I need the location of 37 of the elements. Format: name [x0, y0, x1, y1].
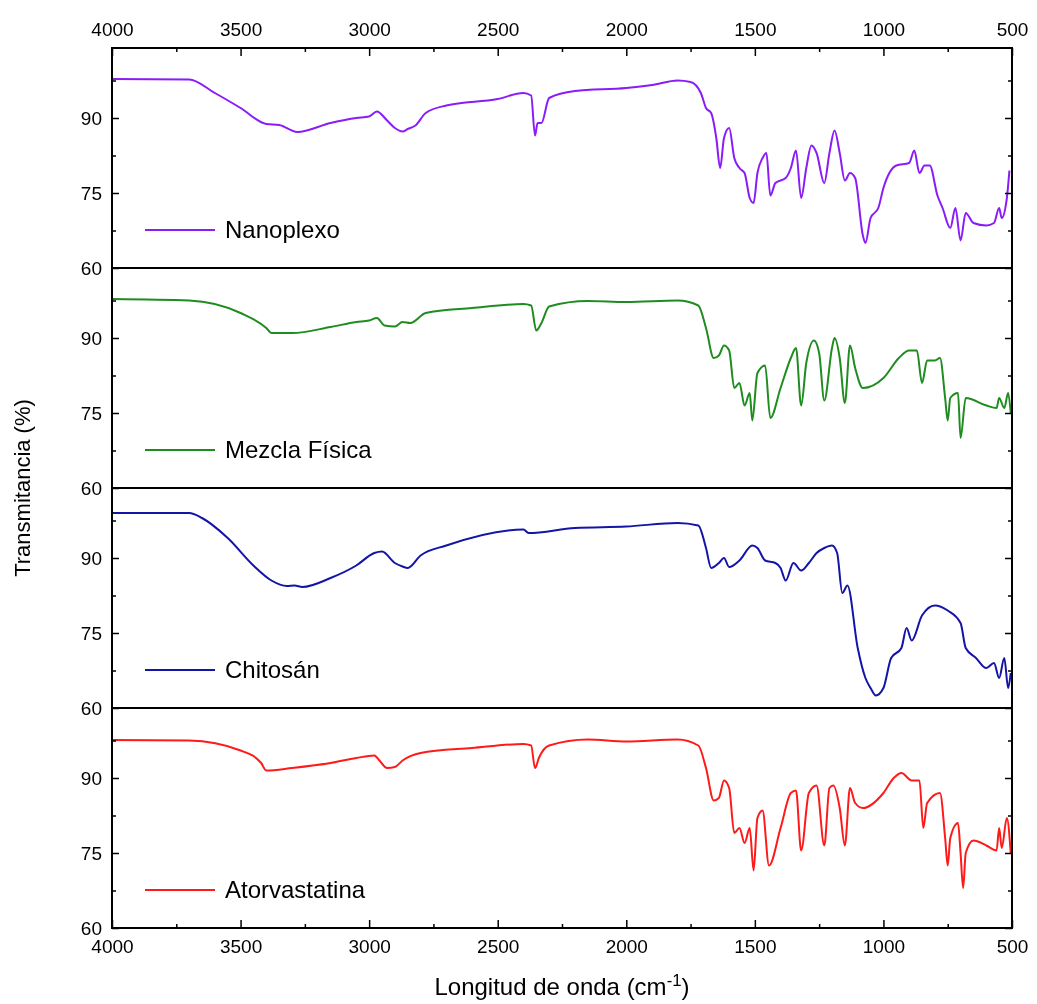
x2-tick-label: 3500	[219, 19, 263, 40]
y-tick-label: 60	[80, 917, 102, 939]
x-tick-label: 2000	[605, 936, 648, 958]
y-tick-label: 75	[80, 842, 102, 864]
x-tick-label: 1500	[734, 936, 777, 958]
y-tick-label: 75	[80, 622, 102, 644]
y-tick-label: 90	[80, 547, 102, 569]
x2-tick-label: 1500	[734, 19, 777, 40]
y-tick-label: 90	[80, 107, 102, 129]
y-tick-label: 60	[80, 477, 102, 499]
legend-label: Nanoplexo	[225, 216, 340, 243]
x-tick-label: 3500	[219, 936, 263, 958]
y-axis-title: Transmitancia (%)	[10, 399, 35, 577]
line-series	[111, 512, 1012, 697]
x-tick-label: 4000	[91, 936, 134, 958]
y-tick-label: 60	[80, 257, 102, 279]
line-series	[111, 298, 1012, 439]
x2-tick-label: 2000	[605, 19, 648, 40]
x-tick-label: 500	[996, 936, 1029, 958]
legend-label: Mezcla Física	[225, 436, 373, 463]
x2-tick-label: 1000	[862, 19, 906, 40]
x2-tick-label: 3000	[348, 19, 391, 40]
legend-label: Chitosán	[225, 656, 320, 683]
y-tick-label: 90	[80, 327, 102, 349]
x-tick-label: 1000	[862, 936, 906, 958]
line-series	[111, 78, 1011, 244]
legend-label: Atorvastatina	[225, 876, 366, 903]
x-axis-title: Longitud de onda (cm$^{-1}$)	[434, 970, 690, 1000]
y-tick-label: 75	[80, 182, 102, 204]
y-tick-label: 60	[80, 697, 102, 719]
x2-tick-label: 4000	[91, 19, 134, 40]
y-tick-label: 75	[80, 402, 102, 424]
x2-tick-label: 2500	[477, 19, 520, 40]
y-tick-label: 90	[80, 767, 102, 789]
x2-tick-label: 500	[996, 19, 1029, 40]
x-tick-label: 3000	[348, 936, 391, 958]
x-tick-label: 2500	[477, 936, 520, 958]
